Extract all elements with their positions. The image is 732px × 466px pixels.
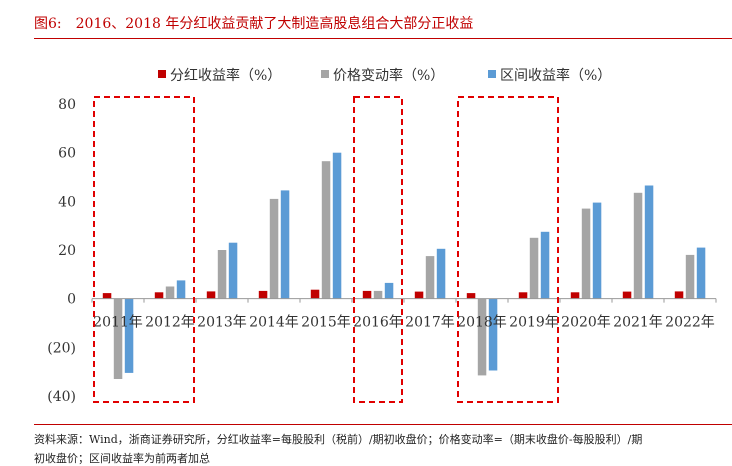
bar-11-0 [674,291,684,299]
x-tick-label: 2019年 [509,315,559,331]
bar-2-0 [206,291,216,299]
legend-swatch [488,70,496,78]
bar-chart: 分红收益率（%） 价格变动率（%） 区间收益率（%） 80 60 40 20 0 (20) (40… [47,67,717,405]
bar-10-0 [622,291,632,299]
bar-3-2 [280,190,290,299]
x-tick-label: 2021年 [613,315,663,331]
bar-6-2 [436,248,446,299]
x-tick-label: 2017年 [405,315,455,331]
bar-10-2 [644,185,654,299]
y-tick-label: 60 [58,146,76,162]
y-tick-label: (20) [47,340,76,356]
bar-8-0 [518,292,528,299]
bar-2-2 [228,242,238,299]
bar-4-1 [321,161,331,299]
x-tick-label: 2015年 [301,315,351,331]
highlight-box-3 [457,96,559,403]
x-tick-label: 2014年 [249,315,299,331]
title-divider [34,38,732,39]
bar-1-1 [165,286,175,299]
bar-3-1 [269,198,279,299]
source-note-continued: 初收盘价；区间收益率为前两者加总 [34,452,210,465]
bar-2-1 [217,250,227,299]
bar-10-1 [633,192,643,299]
bar-9-0 [570,292,580,299]
bar-6-1 [425,256,435,299]
bar-9-1 [581,208,591,299]
y-tick-label: (40) [47,389,76,405]
bar-0-2 [124,298,134,373]
bar-9-2 [592,202,602,299]
bar-4-0 [310,289,320,299]
y-tick-label: 80 [58,97,76,113]
bar-1-2 [176,280,186,299]
highlight-box-1 [93,96,195,403]
legend-label: 分红收益率（%） [170,67,281,84]
legend-swatch [321,70,329,78]
bar-11-1 [685,254,695,299]
bar-7-2 [488,298,498,371]
bar-6-0 [414,291,424,299]
bar-4-2 [332,152,342,299]
bar-0-0 [102,293,112,299]
x-tick-label: 2011年 [93,315,143,331]
bar-0-1 [113,298,123,379]
y-tick-label: 0 [67,292,76,308]
bar-7-0 [466,293,476,299]
bar-5-2 [384,282,394,299]
x-tick-label: 2018年 [457,315,507,331]
legend-label: 价格变动率（%） [333,67,444,84]
bar-5-0 [362,290,372,299]
x-tick-label: 2012年 [145,315,195,331]
source-note: 资料来源：Wind，浙商证券研究所，分红收益率=每股股利（税前）/期初收盘价；价… [34,433,643,446]
legend-swatch [158,70,166,78]
bar-3-0 [258,290,268,299]
x-tick-label: 2016年 [353,315,403,331]
bar-8-2 [540,231,550,299]
figure-title: 图6: 2016、2018 年分红收益贡献了大制造高股息组合大部分正收益 [34,13,473,33]
y-tick-label: 20 [58,243,76,259]
figure-label: 图6: [34,16,62,32]
bar-1-0 [154,292,164,299]
highlight-box-2 [353,96,403,403]
legend-label: 区间收益率（%） [500,67,611,84]
bar-11-2 [696,247,706,299]
footer-divider [34,424,732,425]
x-tick-label: 2020年 [561,315,611,331]
x-tick-label: 2022年 [665,315,715,331]
bar-7-1 [477,298,487,376]
bar-8-1 [529,237,539,299]
bar-5-1 [373,290,383,299]
figure-title-text: 2016、2018 年分红收益贡献了大制造高股息组合大部分正收益 [75,16,474,32]
x-tick-label: 2013年 [197,315,247,331]
y-tick-label: 40 [58,194,76,210]
